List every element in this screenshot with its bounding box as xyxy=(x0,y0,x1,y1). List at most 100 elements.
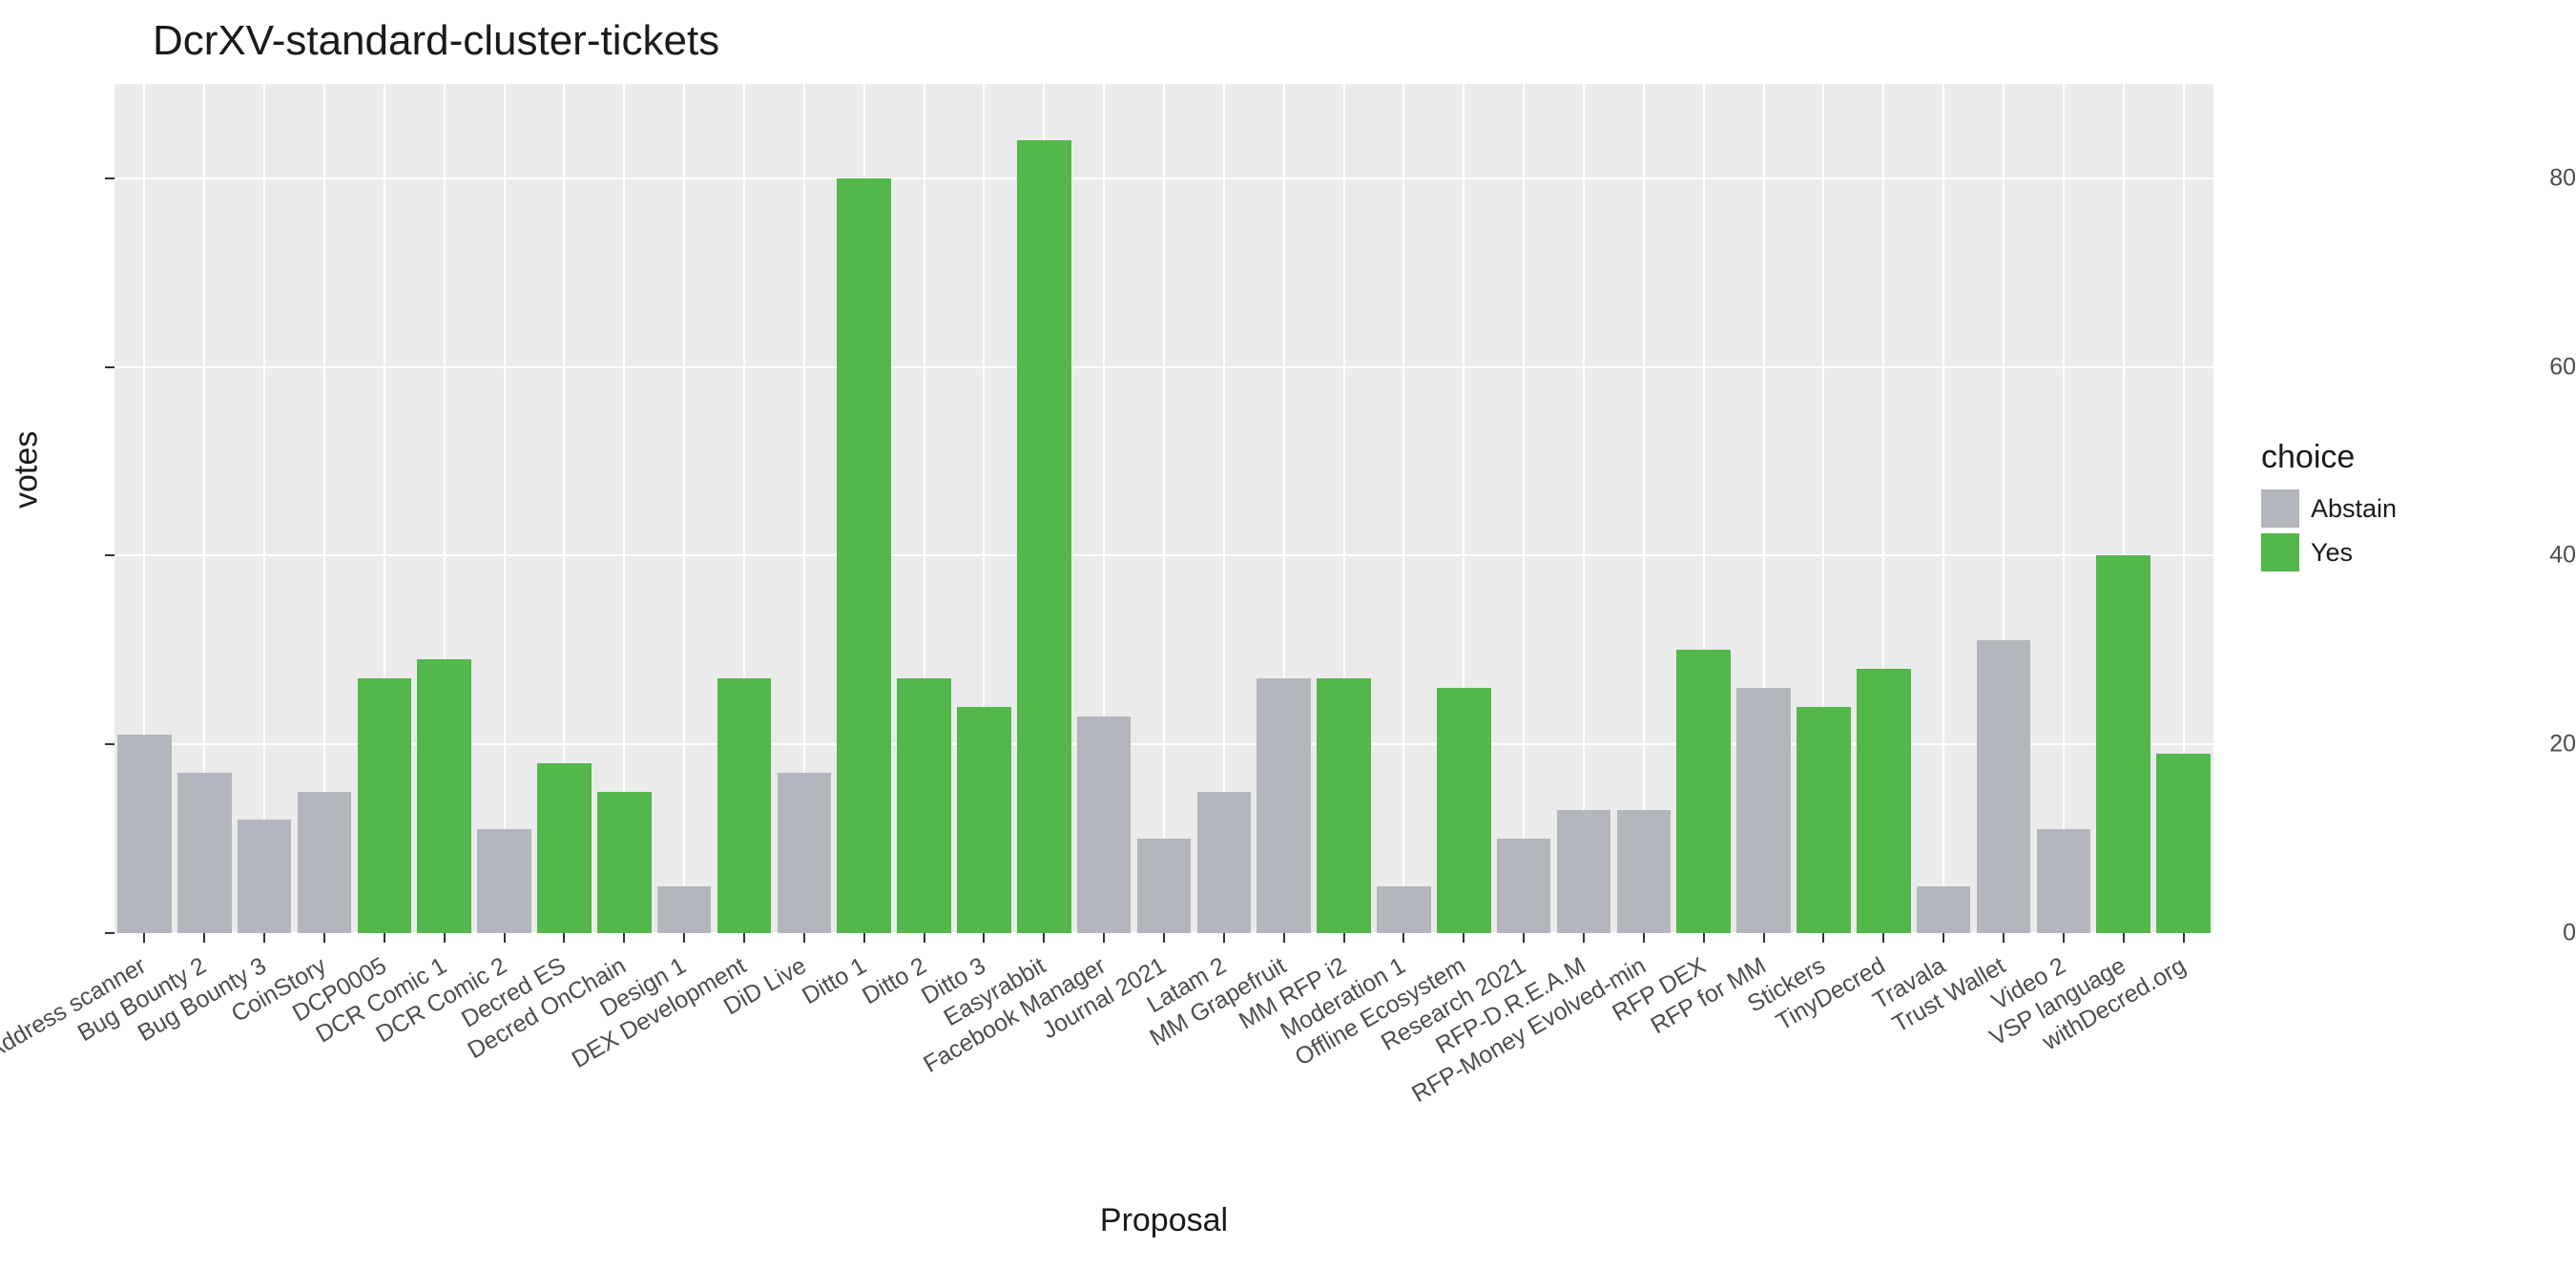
bar xyxy=(238,820,292,933)
bar xyxy=(717,678,772,933)
bar xyxy=(897,678,951,933)
bar xyxy=(477,829,531,933)
x-tick-mark xyxy=(1822,933,1824,943)
x-axis-title: Proposal xyxy=(1100,1202,1228,1239)
chart-title: DcrXV-standard-cluster-tickets xyxy=(153,17,719,65)
x-tick-mark xyxy=(1163,933,1165,943)
x-tick-mark xyxy=(1103,933,1105,943)
x-tick-mark xyxy=(1643,933,1645,943)
gridline-vertical xyxy=(1942,84,1944,933)
legend-key xyxy=(2261,533,2299,571)
x-tick-mark xyxy=(683,933,685,943)
bar xyxy=(1257,678,1311,933)
gridline-vertical xyxy=(1163,84,1165,933)
x-tick-mark xyxy=(1223,933,1225,943)
legend-title: choice xyxy=(2261,439,2397,476)
bar xyxy=(1017,140,1071,933)
bar xyxy=(1197,792,1252,933)
legend: choice Abstain Yes xyxy=(2261,439,2397,577)
x-tick-mark xyxy=(1043,933,1045,943)
x-tick-mark xyxy=(1283,933,1285,943)
y-tick-mark xyxy=(105,177,114,179)
x-tick-mark xyxy=(2123,933,2125,943)
x-tick-mark xyxy=(743,933,745,943)
bar xyxy=(597,792,652,933)
x-tick-mark xyxy=(1523,933,1525,943)
bar xyxy=(117,735,172,933)
y-tick-mark xyxy=(105,932,114,934)
bar xyxy=(298,792,352,933)
bar xyxy=(2156,754,2211,933)
bar xyxy=(1736,688,1791,933)
legend-item: Abstain xyxy=(2261,489,2397,528)
y-tick-label: 20 xyxy=(2481,731,2576,758)
bar xyxy=(1857,669,1911,933)
x-tick-mark xyxy=(983,933,985,943)
bar xyxy=(417,659,471,933)
x-tick-mark xyxy=(1763,933,1765,943)
bar xyxy=(358,678,412,933)
x-tick-mark xyxy=(563,933,565,943)
x-tick-mark xyxy=(924,933,925,943)
y-tick-label: 40 xyxy=(2481,542,2576,570)
gridline-vertical xyxy=(1402,84,1404,933)
bar xyxy=(1137,839,1192,933)
bar xyxy=(1557,810,1611,933)
bar xyxy=(957,707,1011,933)
bar xyxy=(1917,886,1971,933)
gridline-vertical xyxy=(1523,84,1525,933)
x-tick-mark xyxy=(143,933,145,943)
bar xyxy=(837,178,891,933)
legend-label: Abstain xyxy=(2311,494,2397,524)
y-axis-title: votes xyxy=(9,431,46,509)
gridline-vertical xyxy=(2063,84,2065,933)
x-tick-mark xyxy=(1463,933,1465,943)
bar xyxy=(1317,678,1371,933)
bar xyxy=(778,773,832,933)
x-tick-mark xyxy=(1703,933,1705,943)
x-tick-mark xyxy=(2183,933,2185,943)
y-tick-mark xyxy=(105,554,114,556)
x-tick-mark xyxy=(263,933,265,943)
gridline-vertical xyxy=(1583,84,1585,933)
y-tick-mark xyxy=(105,366,114,368)
x-tick-mark xyxy=(623,933,625,943)
y-tick-label: 60 xyxy=(2481,353,2576,381)
bar xyxy=(1797,707,1851,933)
x-tick-mark xyxy=(1942,933,1944,943)
chart-figure: DcrXV-standard-cluster-tickets 0 20 40 60 80… xyxy=(0,0,2576,1288)
bar xyxy=(177,773,232,933)
bar xyxy=(1377,886,1431,933)
x-tick-mark xyxy=(1583,933,1585,943)
x-tick-mark xyxy=(444,933,446,943)
gridline-vertical xyxy=(1643,84,1645,933)
gridline-vertical xyxy=(683,84,685,933)
bar xyxy=(1977,640,2031,933)
x-tick-mark xyxy=(1402,933,1404,943)
bar xyxy=(657,886,712,933)
bar xyxy=(1497,839,1551,933)
x-tick-mark xyxy=(2003,933,2005,943)
bar xyxy=(1077,717,1132,933)
x-tick-mark xyxy=(1882,933,1884,943)
legend-label: Yes xyxy=(2311,538,2353,568)
bar xyxy=(1676,650,1731,933)
x-tick-mark xyxy=(323,933,325,943)
bar xyxy=(2037,829,2091,933)
gridline-vertical xyxy=(263,84,265,933)
x-tick-mark xyxy=(803,933,805,943)
legend-key xyxy=(2261,489,2299,528)
bar xyxy=(1437,688,1491,933)
bar xyxy=(1617,810,1672,933)
gridline-vertical xyxy=(504,84,506,933)
y-tick-label: 0 xyxy=(2481,920,2576,947)
y-tick-mark xyxy=(105,743,114,745)
x-tick-mark xyxy=(2063,933,2065,943)
x-tick-mark xyxy=(504,933,506,943)
x-tick-mark xyxy=(203,933,205,943)
bar xyxy=(2096,555,2150,933)
bar xyxy=(537,763,592,933)
y-tick-label: 80 xyxy=(2481,164,2576,192)
x-tick-mark xyxy=(1343,933,1345,943)
x-tick-mark xyxy=(863,933,865,943)
